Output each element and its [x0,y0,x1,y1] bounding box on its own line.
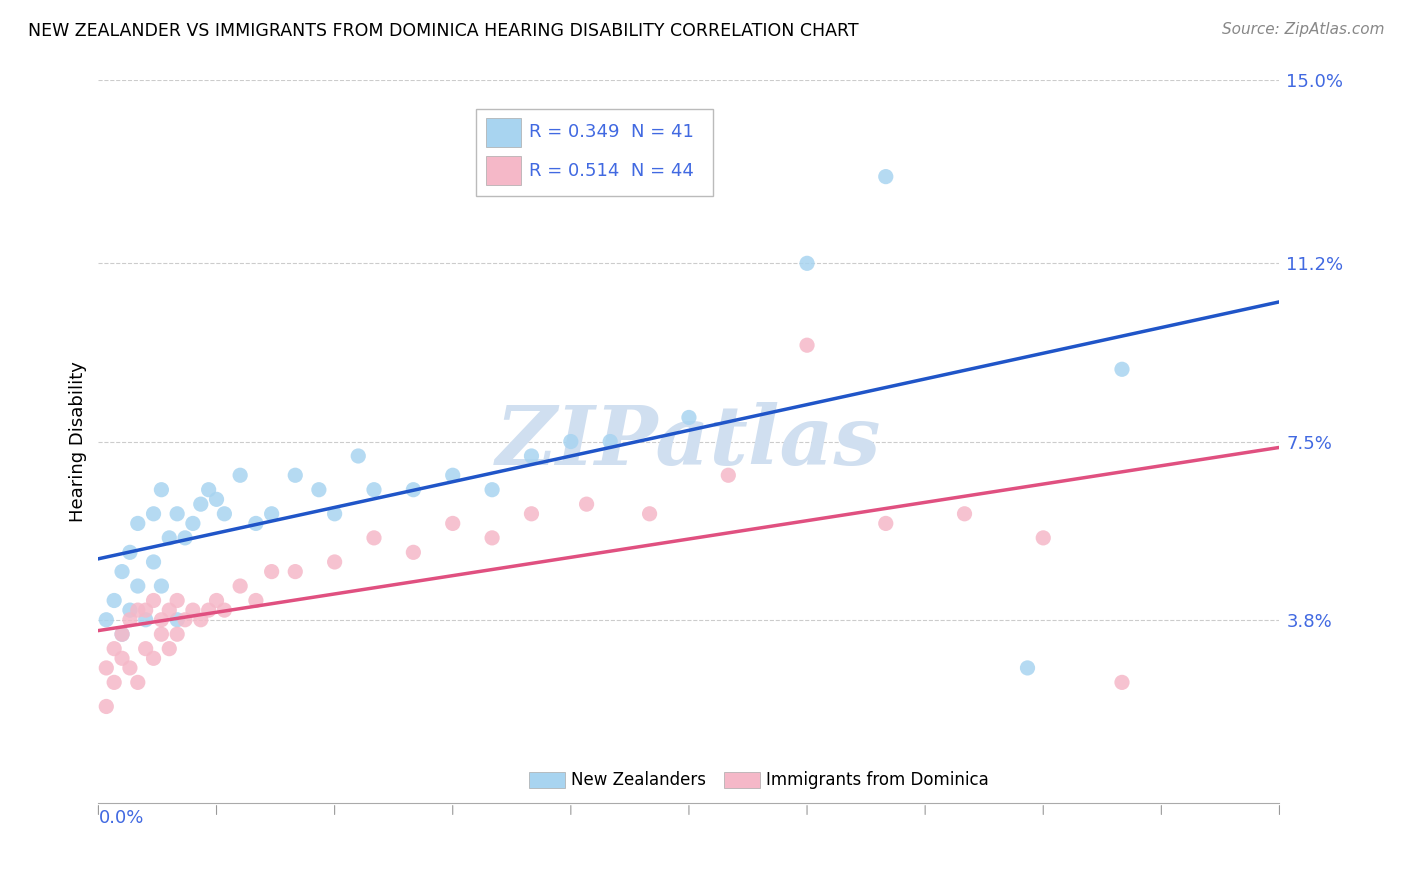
Point [150,579,173,593]
Point [150,613,173,627]
Point [103,593,125,607]
Point [197,483,219,497]
Point [118,613,141,627]
FancyBboxPatch shape [724,772,759,789]
Point [96,699,118,714]
Point [481,531,503,545]
Point [190,497,212,511]
Point [1032,531,1054,545]
Point [260,507,283,521]
FancyBboxPatch shape [486,156,522,185]
Point [127,603,149,617]
Point [1111,675,1133,690]
Point [142,651,165,665]
Point [229,468,252,483]
Point [127,516,149,531]
Point [1111,362,1133,376]
Point [560,434,582,449]
Point [323,555,346,569]
Text: Source: ZipAtlas.com: Source: ZipAtlas.com [1222,22,1385,37]
Point [717,468,740,483]
Point [157,603,180,617]
Point [142,507,165,521]
Point [174,613,197,627]
Point [111,651,134,665]
Point [214,507,236,521]
Point [205,492,228,507]
Point [135,641,157,656]
Text: ZIPatlas: ZIPatlas [496,401,882,482]
Point [229,579,252,593]
Point [575,497,598,511]
FancyBboxPatch shape [486,118,522,147]
Text: R = 0.514  N = 44: R = 0.514 N = 44 [530,161,695,179]
Point [111,565,134,579]
Point [363,531,385,545]
Text: 0.0%: 0.0% [98,808,143,827]
Text: Immigrants from Dominica: Immigrants from Dominica [766,772,988,789]
Point [402,483,425,497]
Point [181,516,204,531]
Point [174,531,197,545]
Point [599,434,621,449]
Point [135,603,157,617]
Text: New Zealanders: New Zealanders [571,772,706,789]
Text: R = 0.349  N = 41: R = 0.349 N = 41 [530,123,695,141]
Point [1017,661,1039,675]
Point [214,603,236,617]
Point [308,483,330,497]
Point [363,483,385,497]
Point [96,613,118,627]
Point [953,507,976,521]
Point [284,468,307,483]
Point [127,579,149,593]
Point [127,675,149,690]
Point [135,613,157,627]
Point [150,627,173,641]
Point [245,593,267,607]
Point [103,675,125,690]
Point [796,256,818,270]
Point [118,545,141,559]
Point [118,661,141,675]
Point [166,507,188,521]
Point [441,516,464,531]
Point [111,627,134,641]
Point [190,613,212,627]
Point [205,593,228,607]
Point [796,338,818,352]
Point [96,661,118,675]
Point [181,603,204,617]
Point [166,613,188,627]
Point [118,603,141,617]
FancyBboxPatch shape [477,109,713,196]
Text: NEW ZEALANDER VS IMMIGRANTS FROM DOMINICA HEARING DISABILITY CORRELATION CHART: NEW ZEALANDER VS IMMIGRANTS FROM DOMINIC… [28,22,859,40]
Point [111,627,134,641]
Point [638,507,661,521]
Point [142,555,165,569]
Point [284,565,307,579]
Point [678,410,700,425]
Point [481,483,503,497]
Point [157,531,180,545]
Point [520,449,543,463]
Point [875,516,897,531]
Point [197,603,219,617]
Point [103,641,125,656]
FancyBboxPatch shape [530,772,565,789]
Point [347,449,370,463]
Point [150,483,173,497]
Y-axis label: Hearing Disability: Hearing Disability [69,361,87,522]
Point [157,641,180,656]
Point [323,507,346,521]
Point [402,545,425,559]
Point [260,565,283,579]
Point [245,516,267,531]
Point [520,507,543,521]
Point [142,593,165,607]
Point [441,468,464,483]
Point [166,593,188,607]
Point [166,627,188,641]
Point [875,169,897,184]
